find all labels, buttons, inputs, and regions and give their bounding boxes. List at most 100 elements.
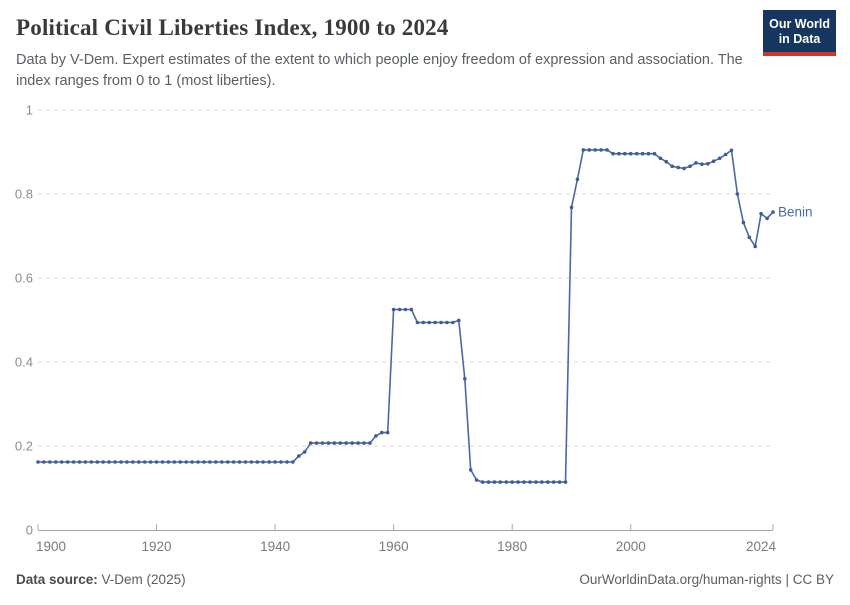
data-point[interactable]	[652, 151, 657, 156]
data-point[interactable]	[670, 164, 674, 169]
data-point[interactable]	[474, 478, 479, 482]
data-point[interactable]	[391, 307, 396, 312]
data-point[interactable]	[231, 460, 236, 464]
data-point[interactable]	[575, 177, 580, 182]
data-point[interactable]	[48, 460, 52, 464]
data-point[interactable]	[113, 460, 117, 464]
data-point[interactable]	[261, 460, 266, 464]
data-point[interactable]	[522, 480, 526, 484]
data-point[interactable]	[711, 159, 716, 163]
data-point[interactable]	[332, 441, 337, 445]
data-point[interactable]	[356, 441, 360, 445]
data-point[interactable]	[291, 460, 295, 464]
data-point[interactable]	[569, 205, 574, 210]
data-point[interactable]	[119, 460, 123, 464]
data-point[interactable]	[741, 220, 746, 225]
data-point[interactable]	[551, 480, 556, 484]
data-point[interactable]	[166, 460, 171, 464]
data-point[interactable]	[617, 151, 621, 156]
data-point[interactable]	[273, 460, 277, 464]
data-point[interactable]	[350, 441, 355, 445]
data-point[interactable]	[534, 480, 538, 484]
data-point[interactable]	[439, 320, 443, 325]
data-point[interactable]	[664, 159, 669, 164]
owid-logo[interactable]: Our World in Data	[763, 10, 836, 56]
data-point[interactable]	[344, 441, 349, 445]
data-point[interactable]	[249, 460, 254, 464]
data-point[interactable]	[255, 460, 260, 464]
data-point[interactable]	[107, 460, 111, 464]
data-point[interactable]	[516, 480, 520, 484]
data-point[interactable]	[468, 468, 473, 472]
data-point[interactable]	[243, 460, 248, 464]
data-point[interactable]	[658, 156, 663, 161]
data-point[interactable]	[397, 307, 402, 312]
data-point[interactable]	[463, 377, 467, 381]
data-point[interactable]	[42, 460, 46, 464]
data-point[interactable]	[498, 480, 503, 484]
data-point[interactable]	[154, 460, 159, 464]
data-point[interactable]	[557, 480, 562, 484]
data-point[interactable]	[237, 460, 242, 464]
data-point[interactable]	[581, 148, 586, 152]
data-point[interactable]	[148, 460, 153, 464]
data-point[interactable]	[421, 320, 426, 325]
data-point[interactable]	[338, 441, 343, 445]
data-point[interactable]	[646, 151, 651, 156]
data-point[interactable]	[220, 460, 224, 464]
data-point[interactable]	[101, 460, 105, 464]
data-point[interactable]	[131, 460, 135, 464]
data-point[interactable]	[172, 460, 177, 464]
data-point[interactable]	[729, 148, 734, 153]
data-point[interactable]	[409, 307, 414, 312]
data-point[interactable]	[694, 161, 698, 165]
data-point[interactable]	[771, 210, 775, 214]
data-point[interactable]	[71, 460, 76, 464]
data-point[interactable]	[368, 441, 372, 445]
data-point[interactable]	[415, 320, 420, 325]
data-point[interactable]	[433, 320, 437, 325]
data-point[interactable]	[480, 480, 485, 484]
data-point[interactable]	[178, 460, 183, 464]
data-point[interactable]	[54, 460, 58, 464]
data-point[interactable]	[95, 460, 100, 464]
data-point[interactable]	[65, 460, 70, 464]
data-point[interactable]	[184, 460, 188, 464]
data-point[interactable]	[563, 480, 568, 484]
data-point[interactable]	[374, 434, 378, 438]
data-point[interactable]	[510, 480, 514, 484]
data-point[interactable]	[528, 480, 532, 484]
data-point[interactable]	[36, 460, 40, 464]
data-point[interactable]	[717, 156, 722, 161]
data-point[interactable]	[125, 460, 129, 464]
data-point[interactable]	[546, 480, 550, 484]
data-point[interactable]	[700, 162, 704, 166]
data-point[interactable]	[587, 148, 592, 152]
data-point[interactable]	[682, 166, 686, 171]
data-point[interactable]	[208, 460, 212, 464]
data-point[interactable]	[326, 441, 331, 445]
data-point[interactable]	[302, 450, 307, 454]
data-point[interactable]	[492, 480, 497, 484]
entity-label[interactable]: Benin	[778, 205, 813, 220]
data-point[interactable]	[445, 320, 449, 325]
data-point[interactable]	[735, 192, 740, 196]
data-point[interactable]	[599, 148, 603, 152]
data-point[interactable]	[486, 480, 491, 484]
data-point[interactable]	[753, 244, 757, 249]
data-point[interactable]	[611, 151, 615, 156]
data-point[interactable]	[77, 460, 82, 464]
data-point[interactable]	[628, 151, 633, 156]
data-point[interactable]	[83, 460, 88, 464]
data-point[interactable]	[267, 460, 272, 464]
data-point[interactable]	[89, 460, 94, 464]
data-point[interactable]	[747, 235, 752, 240]
data-point[interactable]	[285, 460, 289, 464]
data-point[interactable]	[605, 148, 609, 152]
data-point[interactable]	[623, 151, 627, 156]
data-point[interactable]	[640, 151, 645, 156]
data-point[interactable]	[214, 460, 218, 464]
data-point[interactable]	[457, 318, 461, 323]
data-point[interactable]	[634, 151, 639, 156]
